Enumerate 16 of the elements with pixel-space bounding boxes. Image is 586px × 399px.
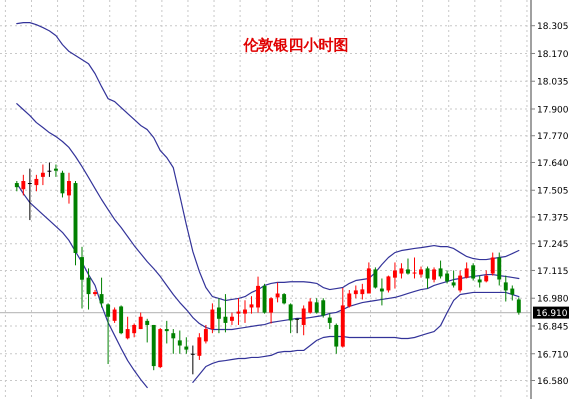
y-tick-label: 17.505 — [537, 186, 568, 197]
ref-line-label: 16.910 — [536, 309, 568, 320]
y-tick-label: 18.035 — [537, 78, 568, 88]
y-tick-label: 17.900 — [537, 106, 569, 116]
y-tick-label: 16.710 — [537, 350, 569, 360]
y-tick-label: 17.770 — [537, 132, 569, 142]
y-tick-label: 17.245 — [537, 240, 568, 250]
text: 伦敦银四小时图 — [242, 36, 348, 54]
y-tick-label: 16.580 — [537, 376, 569, 387]
y-tick-label: 18.170 — [537, 50, 569, 60]
y-tick-label: 16.845 — [537, 322, 568, 332]
y-tick-label: 17.115 — [537, 266, 568, 277]
y-tick-label: 17.640 — [537, 158, 569, 169]
y-tick-label: 17.375 — [537, 213, 568, 224]
y-tick-label: 18.305 — [537, 22, 568, 32]
y-tick-label: 16.980 — [537, 294, 569, 305]
